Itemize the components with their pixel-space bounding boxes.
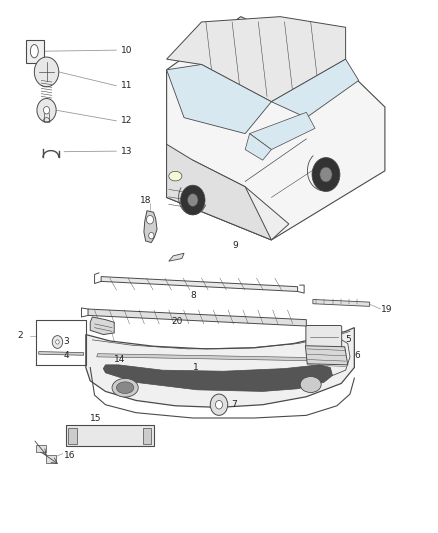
Text: 3: 3 — [63, 337, 69, 346]
Polygon shape — [39, 352, 84, 356]
Text: 19: 19 — [381, 304, 393, 313]
Polygon shape — [103, 365, 332, 391]
Polygon shape — [88, 309, 306, 326]
Polygon shape — [169, 253, 184, 261]
Text: 8: 8 — [191, 290, 196, 300]
Polygon shape — [166, 17, 385, 240]
Circle shape — [149, 232, 154, 239]
Polygon shape — [144, 211, 157, 243]
Text: 5: 5 — [346, 335, 351, 344]
Polygon shape — [166, 64, 272, 134]
Polygon shape — [90, 317, 114, 335]
FancyBboxPatch shape — [25, 39, 44, 63]
Polygon shape — [101, 277, 297, 292]
FancyBboxPatch shape — [68, 427, 77, 443]
Ellipse shape — [112, 378, 138, 397]
Circle shape — [52, 336, 63, 349]
Circle shape — [37, 99, 56, 122]
Text: 11: 11 — [121, 81, 132, 90]
FancyBboxPatch shape — [143, 427, 151, 443]
Text: 7: 7 — [231, 400, 237, 409]
Polygon shape — [272, 59, 359, 118]
Circle shape — [34, 57, 59, 87]
Polygon shape — [97, 354, 333, 361]
Polygon shape — [305, 346, 348, 365]
Polygon shape — [245, 134, 272, 160]
Circle shape — [187, 193, 198, 206]
Circle shape — [56, 340, 59, 344]
Text: 9: 9 — [232, 241, 238, 250]
FancyBboxPatch shape — [66, 425, 153, 446]
Ellipse shape — [300, 376, 321, 392]
Text: 18: 18 — [141, 196, 152, 205]
Circle shape — [320, 167, 332, 182]
Text: 14: 14 — [114, 355, 126, 364]
FancyBboxPatch shape — [306, 326, 342, 350]
Circle shape — [180, 185, 205, 215]
Text: 4: 4 — [63, 351, 69, 360]
Text: 2: 2 — [17, 331, 23, 340]
Polygon shape — [166, 160, 289, 240]
Polygon shape — [313, 300, 370, 306]
Ellipse shape — [169, 171, 182, 181]
FancyBboxPatch shape — [46, 455, 56, 463]
Circle shape — [215, 400, 223, 409]
Text: 10: 10 — [121, 46, 132, 55]
Circle shape — [312, 158, 340, 191]
Text: 16: 16 — [64, 451, 75, 460]
Circle shape — [147, 215, 153, 224]
Text: 12: 12 — [121, 116, 132, 125]
Text: 13: 13 — [121, 147, 132, 156]
Text: 6: 6 — [354, 351, 360, 360]
Ellipse shape — [30, 45, 38, 58]
Polygon shape — [166, 17, 346, 102]
Polygon shape — [250, 112, 315, 150]
Text: 1: 1 — [193, 363, 198, 372]
Polygon shape — [86, 328, 354, 407]
Polygon shape — [166, 144, 272, 240]
Circle shape — [210, 394, 228, 415]
Text: 15: 15 — [90, 414, 102, 423]
Circle shape — [43, 107, 49, 114]
FancyBboxPatch shape — [35, 445, 46, 452]
Ellipse shape — [117, 382, 134, 393]
Text: 20: 20 — [171, 317, 182, 326]
